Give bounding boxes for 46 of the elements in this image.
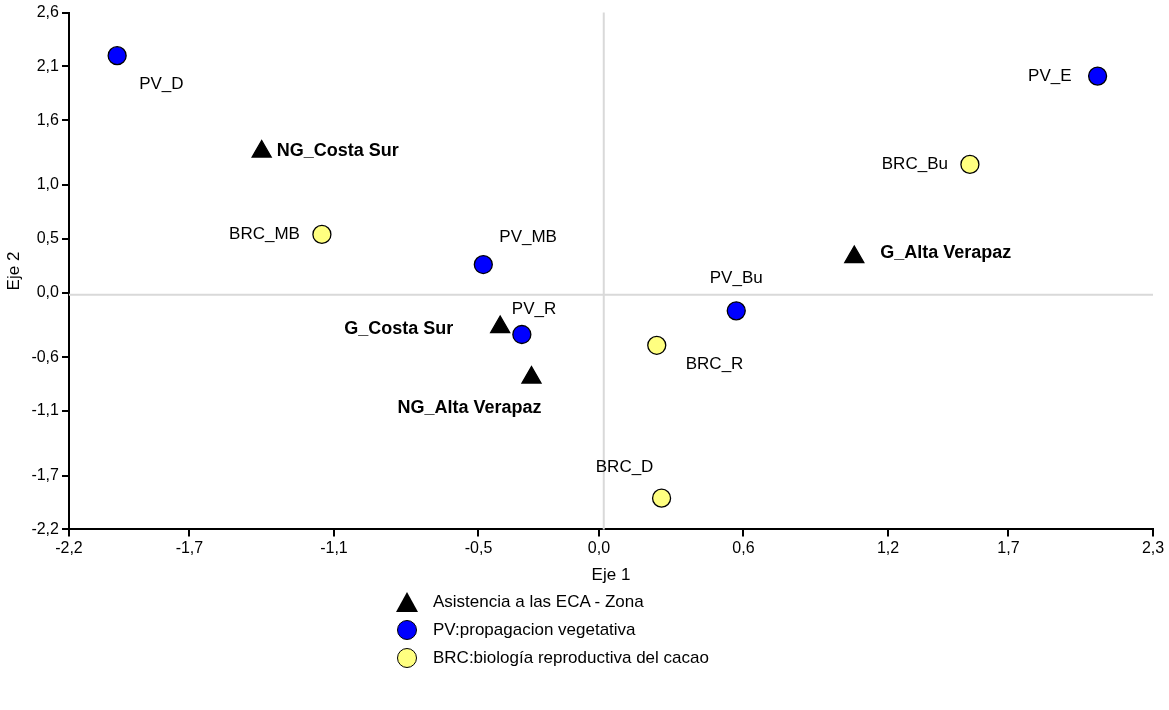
point — [960, 154, 980, 175]
y-tick-label: -0,6 — [31, 347, 60, 365]
y-axis-title: Eje 2 — [3, 251, 23, 291]
annotation: BRC_D — [595, 456, 654, 476]
legend-label: BRC:biología reproductiva del cacao — [433, 648, 709, 668]
y-tick-label: -1,1 — [31, 401, 60, 419]
annotation: NG_Costa Sur — [276, 140, 399, 161]
y-tick-label: -2,2 — [31, 519, 60, 537]
x-tick-label: -1,7 — [175, 539, 204, 557]
x-tick-label: 0,0 — [587, 539, 611, 557]
annotation: G_Costa Sur — [344, 317, 454, 338]
y-tick-label: -1,7 — [31, 465, 60, 483]
annotation: G_Alta Verapaz — [880, 241, 1012, 262]
x-tick-label: -1,1 — [320, 539, 348, 557]
legend-label: PV:propagacion vegetativa — [433, 620, 636, 640]
annotation: PV_D — [139, 74, 184, 94]
annotation: BRC_Bu — [881, 154, 948, 174]
y-tick-label: 2,1 — [36, 56, 60, 74]
annotation: PV_MB — [499, 227, 557, 247]
point — [512, 324, 532, 345]
point — [107, 46, 127, 66]
point — [651, 488, 672, 508]
annotation: NG_Alta Verapaz — [397, 396, 542, 417]
x-tick-label: 1,7 — [997, 539, 1020, 557]
y-tick-label: 1,6 — [36, 110, 60, 128]
x-tick-label: 2,3 — [1141, 539, 1165, 557]
annotation: PV_E — [1028, 65, 1072, 85]
point — [1087, 66, 1108, 86]
y-tick-label: 0,0 — [36, 282, 60, 300]
x-tick-label: -0,5 — [464, 539, 493, 557]
y-tick-label: 1,0 — [36, 175, 60, 193]
point — [312, 224, 332, 245]
point — [726, 301, 746, 321]
annotation: PV_Bu — [709, 267, 763, 287]
x-tick-label: 1,2 — [876, 539, 900, 557]
y-tick-label: 0,5 — [36, 229, 60, 247]
point — [473, 254, 493, 275]
annotation: BRC_MB — [229, 224, 300, 244]
y-tick-label: 2,6 — [36, 3, 60, 21]
x-tick-label: -2,2 — [55, 539, 83, 557]
legend-label: Asistencia a las ECA - Zona — [433, 592, 644, 612]
x-tick-label: 0,6 — [732, 539, 755, 557]
point — [647, 335, 667, 355]
x-axis-title: Eje 1 — [591, 565, 631, 585]
annotation: BRC_R — [685, 353, 744, 373]
annotation: PV_R — [511, 299, 557, 319]
